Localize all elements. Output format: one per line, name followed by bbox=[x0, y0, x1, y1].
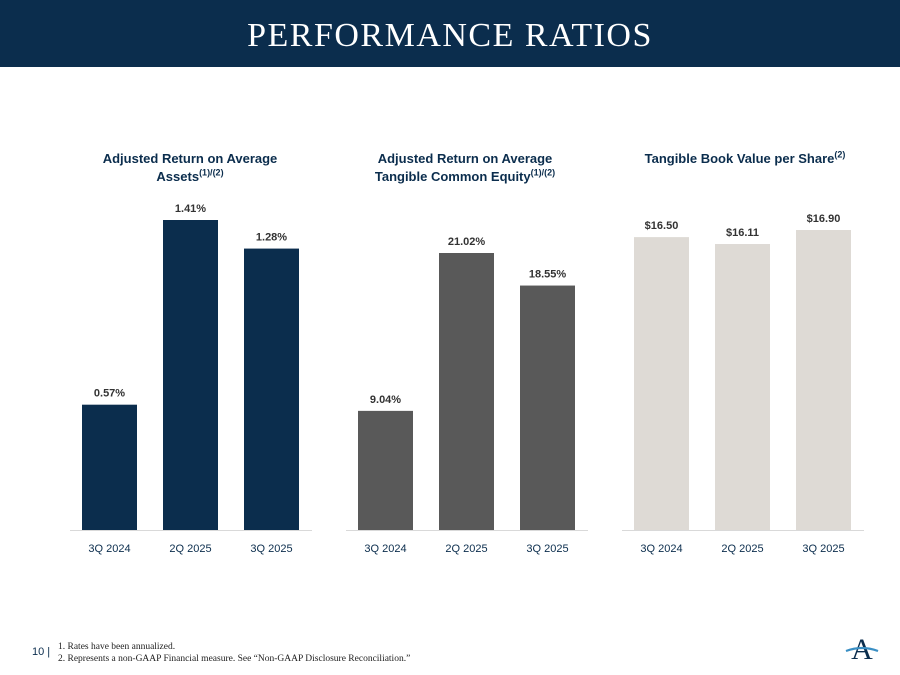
data-label: 18.55% bbox=[529, 269, 567, 281]
header-bar: PERFORMANCE RATIOS bbox=[0, 0, 900, 67]
data-label: 1.28% bbox=[256, 232, 287, 244]
footnote-2: 2. Represents a non-GAAP Financial measu… bbox=[58, 654, 411, 664]
chart-title-superscript: (2) bbox=[834, 149, 846, 160]
x-tick-label: 3Q 2024 bbox=[88, 543, 130, 555]
x-tick-label: 2Q 2025 bbox=[721, 543, 763, 555]
bar bbox=[520, 285, 575, 530]
data-label: $16.11 bbox=[726, 227, 759, 239]
chart-title-tbvps: Tangible Book Value per Share(2) bbox=[615, 150, 875, 168]
bar bbox=[163, 220, 218, 530]
chart-title-superscript: (1)/(2) bbox=[199, 167, 224, 178]
chart-title-superscript: (1)/(2) bbox=[530, 167, 556, 178]
footnotes: 1. Rates have been annualized. 2. Repres… bbox=[58, 641, 410, 665]
bar bbox=[796, 230, 851, 530]
page-title: PERFORMANCE RATIOS bbox=[247, 16, 653, 54]
x-tick-label: 2Q 2025 bbox=[169, 543, 211, 555]
bar bbox=[715, 244, 770, 530]
page-number: 10 | bbox=[32, 646, 51, 658]
footnote-1: 1. Rates have been annualized. bbox=[58, 642, 176, 652]
chart-title-line: Assets bbox=[156, 169, 200, 184]
x-tick-label: 3Q 2024 bbox=[364, 543, 406, 555]
company-logo: A bbox=[845, 633, 879, 666]
bar bbox=[439, 253, 494, 530]
data-label: 9.04% bbox=[370, 394, 401, 406]
data-label: 1.41% bbox=[175, 203, 206, 215]
x-tick-label: 2Q 2025 bbox=[445, 543, 487, 555]
data-label: $16.90 bbox=[807, 213, 841, 225]
data-label: $16.50 bbox=[645, 220, 679, 232]
bar bbox=[358, 410, 413, 530]
data-label: 21.02% bbox=[448, 236, 486, 248]
chart-title-rotce: Adjusted Return on Average Tangible Comm… bbox=[330, 150, 600, 186]
x-tick-label: 3Q 2025 bbox=[526, 543, 568, 555]
chart-title-line: Adjusted Return on Average bbox=[102, 151, 278, 166]
chart-title-line: Tangible Book Value per Share bbox=[644, 151, 835, 166]
bar bbox=[244, 248, 299, 531]
x-tick-label: 3Q 2025 bbox=[250, 543, 292, 555]
chart-title-line: Tangible Common Equity bbox=[374, 169, 531, 184]
bar bbox=[634, 237, 689, 530]
chart-title-roaa: Adjusted Return on Average Assets(1)/(2) bbox=[70, 150, 310, 186]
logo-letter: A bbox=[851, 633, 873, 666]
bar bbox=[82, 404, 137, 530]
x-tick-label: 3Q 2025 bbox=[802, 543, 844, 555]
x-tick-label: 3Q 2024 bbox=[640, 543, 682, 555]
chart-title-line: Adjusted Return on Average bbox=[377, 151, 553, 166]
data-label: 0.57% bbox=[94, 388, 125, 400]
